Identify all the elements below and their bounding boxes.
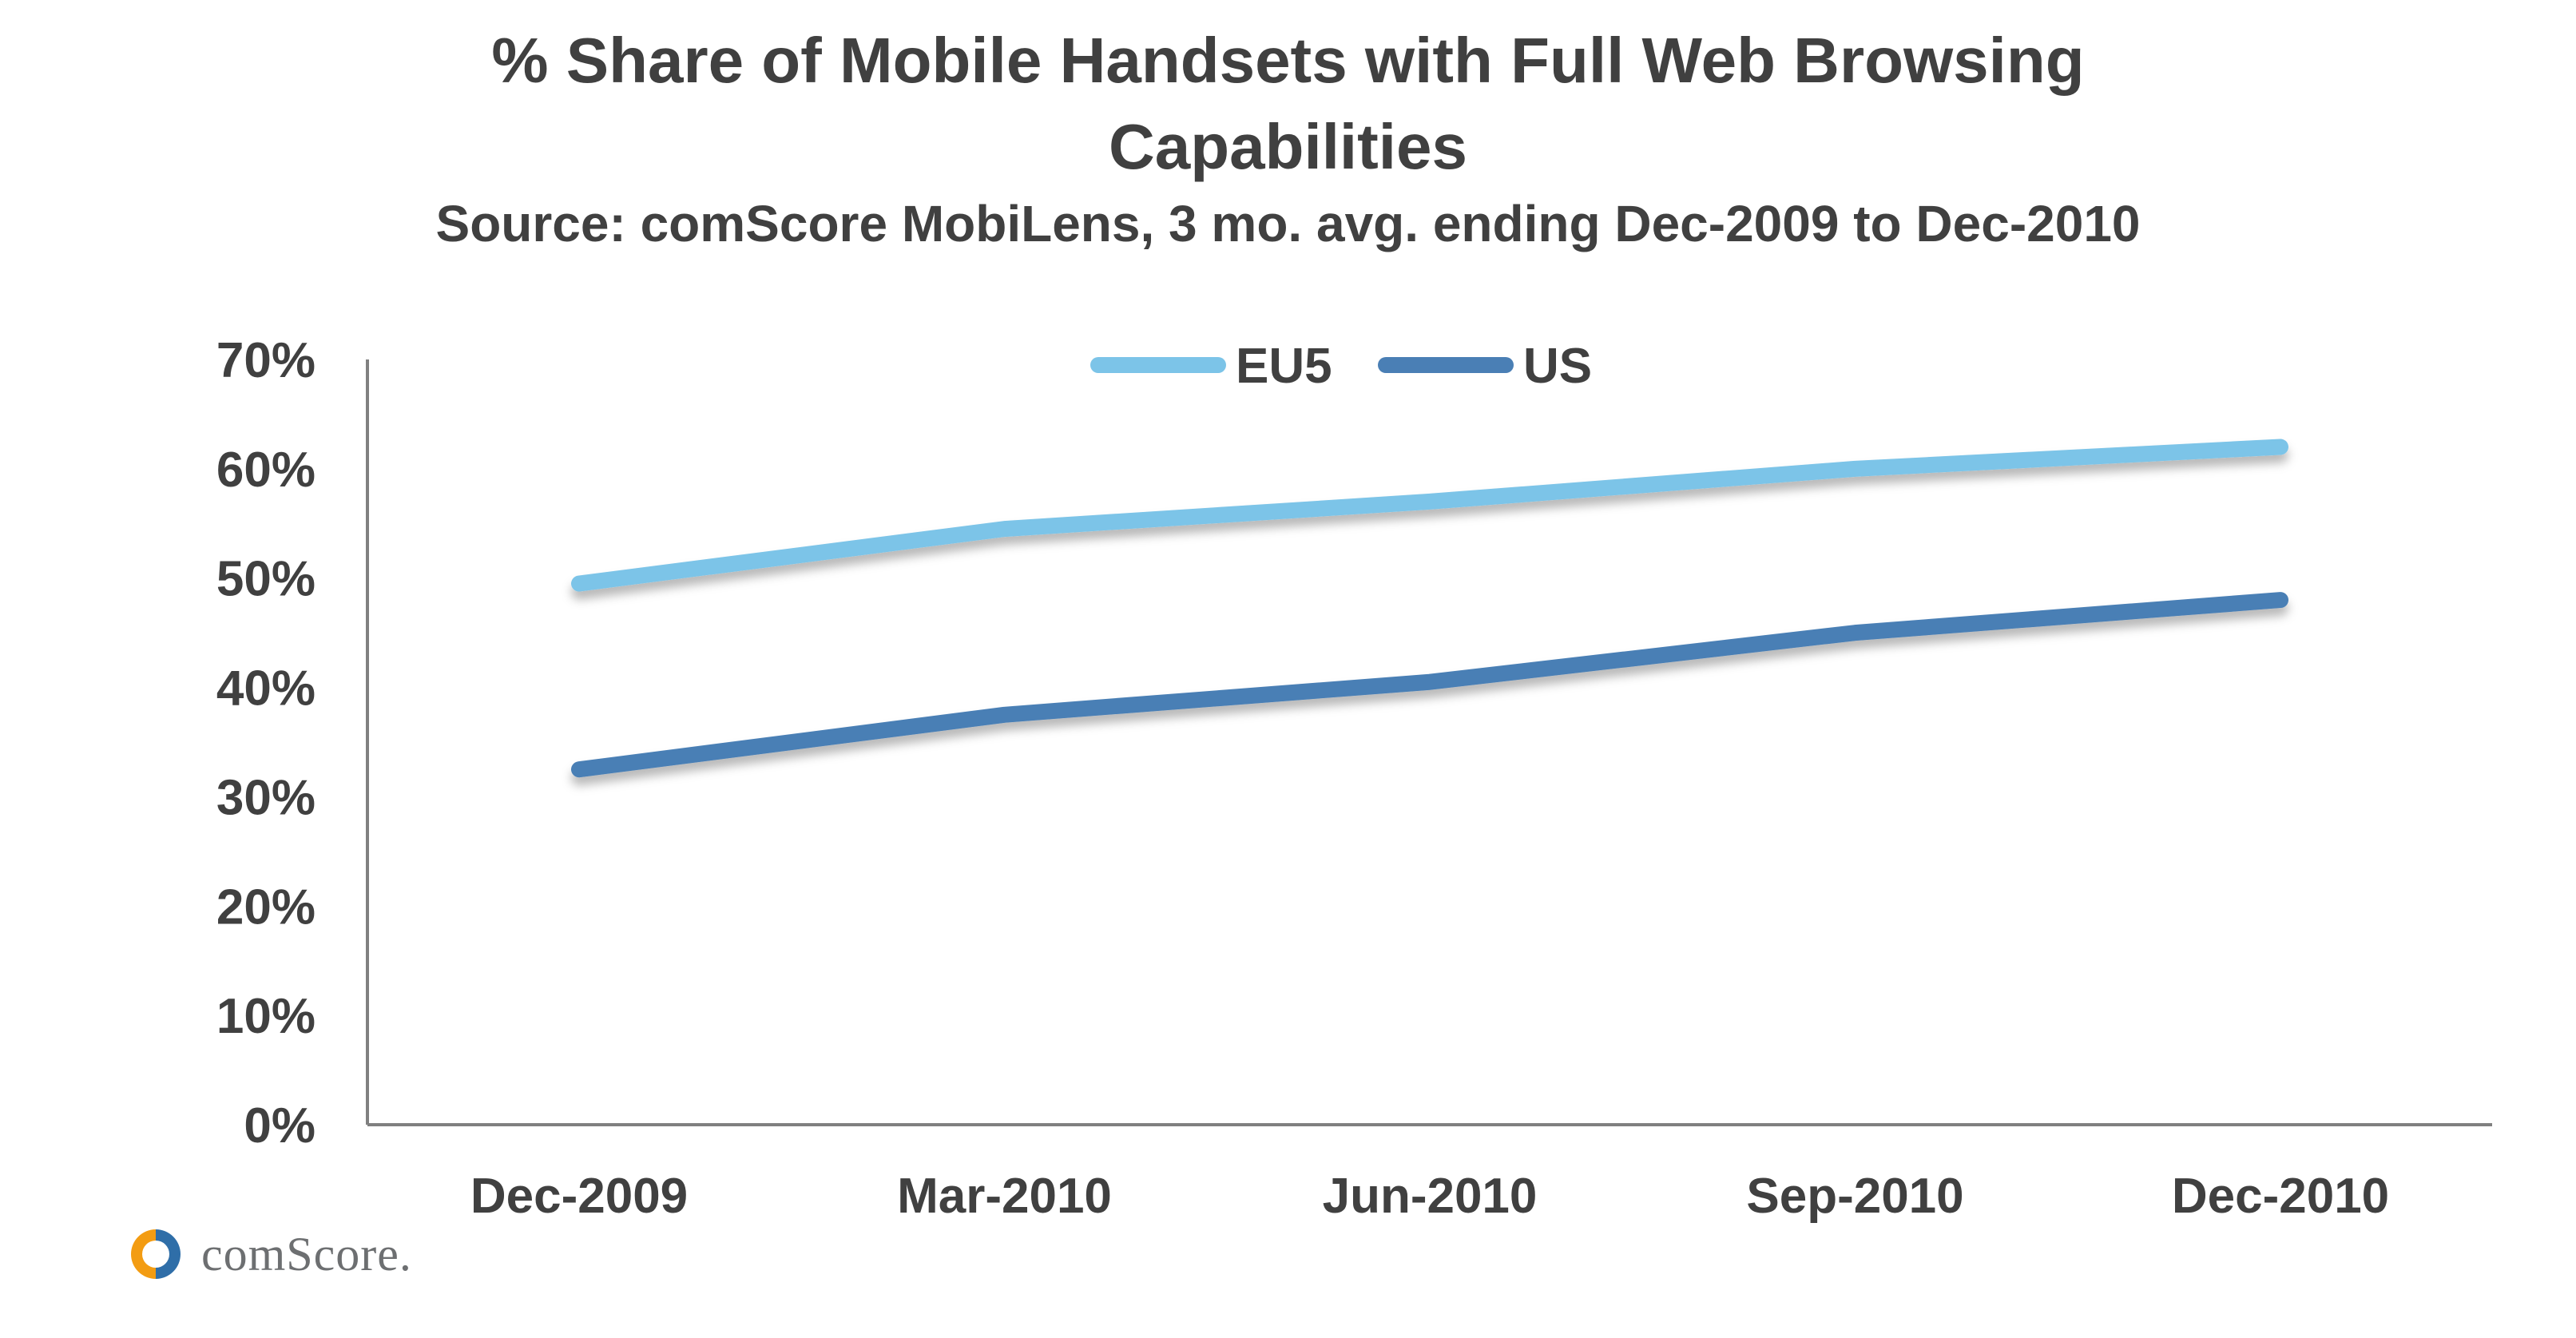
series-line-eu5 <box>571 439 2288 592</box>
chart-title-line-1: % Share of Mobile Handsets with Full Web… <box>491 25 2085 96</box>
x-tick-label: Mar-2010 <box>897 1169 1112 1224</box>
x-axis-tick-labels: Dec-2009 Mar-2010 Jun-2010 Sep-2010 Dec-2010 <box>470 1169 2389 1224</box>
y-tick-label: 10% <box>216 989 316 1044</box>
legend-label-eu5: EU5 <box>1236 339 1332 394</box>
x-tick-label: Jun-2010 <box>1323 1169 1538 1224</box>
y-tick-label: 40% <box>216 661 316 717</box>
comscore-logo: comScore. <box>128 1222 412 1286</box>
y-tick-label: 30% <box>216 770 316 825</box>
chart-title-line-2: Capabilities <box>1108 111 1468 182</box>
comscore-logo-text: comScore. <box>201 1227 412 1280</box>
x-tick-label: Dec-2010 <box>2172 1169 2389 1224</box>
y-tick-label: 60% <box>216 443 316 498</box>
series-lines <box>571 439 2288 778</box>
comscore-logo-icon <box>131 1229 181 1279</box>
axes <box>366 359 2492 1126</box>
y-tick-label: 70% <box>216 333 316 388</box>
y-axis-tick-labels: 0% 10% 20% 30% 40% 50% 60% 70% <box>216 333 316 1153</box>
series-line-us <box>571 592 2288 778</box>
y-tick-label: 20% <box>216 879 316 935</box>
chart-subtitle: Source: comScore MobiLens, 3 mo. avg. en… <box>435 195 2141 252</box>
x-tick-label: Dec-2009 <box>470 1169 688 1224</box>
legend-label-us: US <box>1523 339 1592 394</box>
y-tick-label: 0% <box>244 1098 316 1153</box>
legend: EU5 US <box>1090 339 1592 394</box>
y-tick-label: 50% <box>216 552 316 607</box>
x-tick-label: Sep-2010 <box>1746 1169 1963 1224</box>
